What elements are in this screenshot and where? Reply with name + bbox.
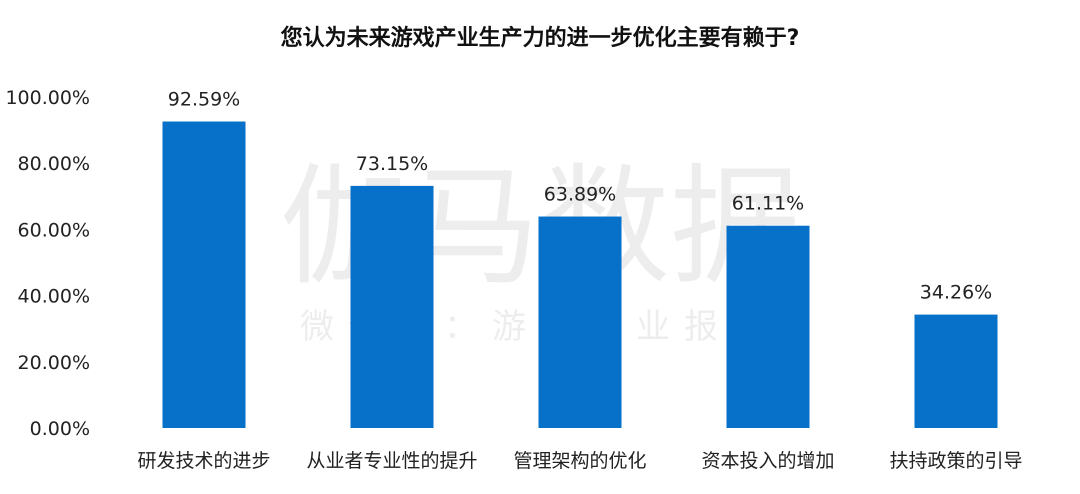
x-axis: 研发技术的进步 从业者专业性的提升 管理架构的优化 资本投入的增加 扶持政策的引导 xyxy=(137,450,1022,472)
x-tick-label: 扶持政策的引导 xyxy=(889,450,1022,472)
x-tick-label: 从业者专业性的提升 xyxy=(306,450,477,472)
bar xyxy=(162,121,246,428)
chart-title: 您认为未来游戏产业生产力的进一步优化主要有赖于? xyxy=(280,26,800,51)
bars xyxy=(162,121,998,428)
value-labels: 92.59% 73.15% 63.89% 61.11% 34.26% xyxy=(168,89,992,304)
data-label: 34.26% xyxy=(920,282,992,304)
data-label: 61.11% xyxy=(732,193,804,215)
x-tick-label: 研发技术的进步 xyxy=(137,450,270,472)
data-label: 63.89% xyxy=(544,184,616,206)
y-tick-label: 60.00% xyxy=(18,219,90,241)
data-label: 92.59% xyxy=(168,89,240,111)
x-tick-label: 管理架构的优化 xyxy=(513,450,646,472)
y-tick-label: 80.00% xyxy=(18,153,90,175)
y-tick-label: 100.00% xyxy=(5,87,90,109)
y-axis: 0.00% 20.00% 40.00% 60.00% 80.00% 100.00% xyxy=(5,87,90,440)
bar xyxy=(538,216,622,428)
y-tick-label: 0.00% xyxy=(30,418,90,440)
bar xyxy=(350,185,434,428)
bar xyxy=(914,314,998,428)
x-tick-label: 资本投入的增加 xyxy=(701,450,834,472)
y-tick-label: 40.00% xyxy=(18,286,90,308)
bar xyxy=(726,225,810,428)
y-tick-label: 20.00% xyxy=(18,352,90,374)
data-label: 73.15% xyxy=(356,153,428,175)
